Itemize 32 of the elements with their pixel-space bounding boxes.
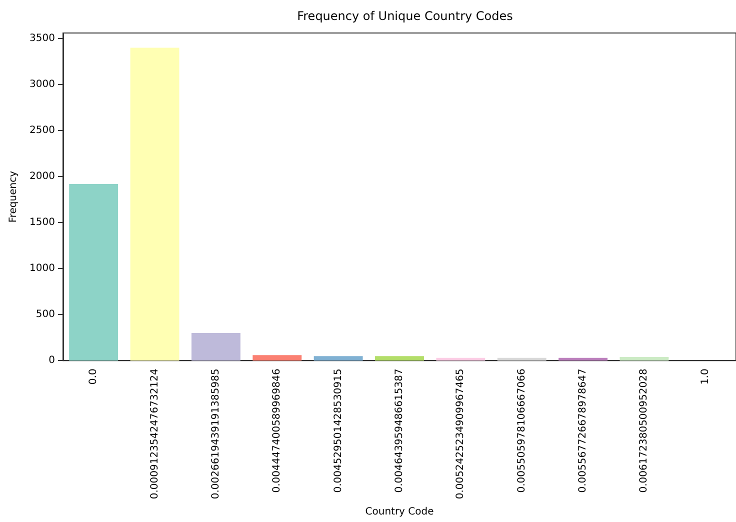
x-tick-label: 0.0 — [88, 368, 100, 385]
x-tick-label: 1.0 — [700, 368, 711, 385]
bar — [558, 358, 608, 361]
bar — [314, 356, 363, 361]
x-tick-label: 0.0052425234909967465 — [455, 368, 466, 500]
x-tick-label: 0.005567726678978647 — [578, 368, 589, 493]
x-tick-label: 0.004529501428530915 — [332, 368, 344, 493]
y-tick-label: 2000 — [30, 171, 55, 182]
bar — [375, 356, 424, 361]
y-tick-label: 3500 — [30, 33, 55, 44]
y-tick-label: 2500 — [30, 125, 55, 136]
chart-title: Frequency of Unique Country Codes — [297, 9, 513, 23]
x-axis-title: Country Code — [365, 506, 434, 518]
x-tick-label: 0.004447400589969846 — [272, 368, 283, 493]
x-tick-label: 0.004643959486615387 — [394, 368, 405, 493]
x-tick-label: 0.005505978106667066 — [516, 368, 528, 493]
x-tick-label: 0.0026619439191385985 — [210, 368, 222, 500]
bar — [497, 358, 546, 361]
bar — [620, 356, 669, 361]
y-tick-label: 3000 — [30, 79, 55, 90]
bar — [252, 355, 302, 361]
x-tick-label: 0.006172380500952028 — [638, 368, 650, 493]
y-tick-label: 0 — [48, 355, 55, 366]
y-axis-title: Frequency — [8, 170, 20, 223]
y-tick-label: 1000 — [30, 263, 55, 274]
y-tick-label: 1500 — [30, 217, 55, 228]
bar — [69, 184, 118, 361]
x-tick-label: 0.0009123542476732124 — [149, 368, 160, 500]
y-tick-label: 500 — [36, 309, 55, 320]
bar — [191, 333, 240, 361]
bar — [436, 358, 486, 361]
bar — [130, 48, 180, 361]
